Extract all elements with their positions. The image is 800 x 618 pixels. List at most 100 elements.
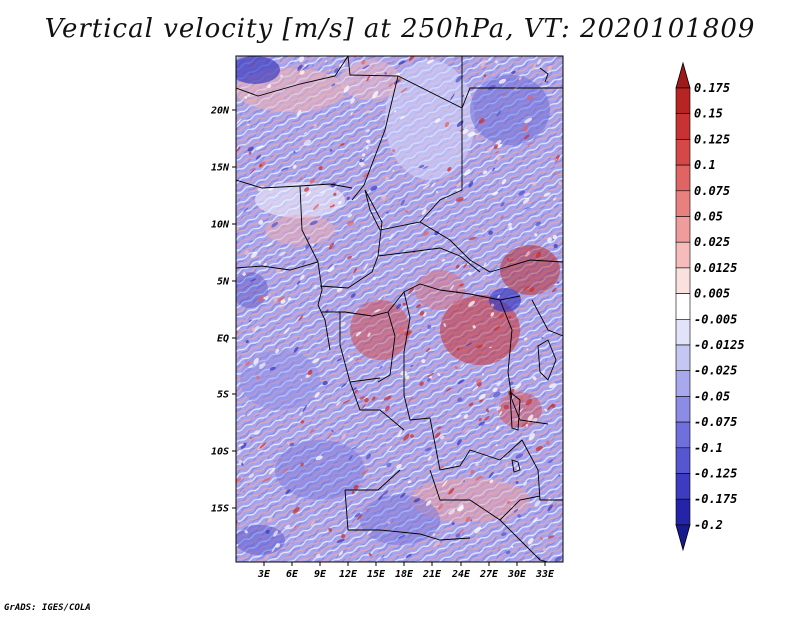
field-speckle [354, 512, 361, 518]
field-speckle [501, 532, 507, 536]
field-speckle [527, 95, 533, 101]
field-speckle [518, 76, 522, 81]
field-speckle [489, 346, 492, 349]
field-speckle [425, 347, 431, 353]
field-speckle [435, 190, 439, 194]
field-speckle [496, 156, 501, 161]
colorbar-segment [675, 241, 691, 269]
field-speckle [293, 150, 296, 154]
field-speckle [448, 487, 455, 495]
field-speckle [270, 155, 273, 158]
field-speckle [482, 276, 487, 281]
field-speckle [505, 463, 509, 468]
field-speckle [501, 178, 507, 185]
field-speckle [410, 434, 414, 438]
field-speckle [537, 58, 542, 65]
field-speckle [387, 521, 391, 525]
field-speckle [476, 344, 483, 349]
field-speckle [484, 415, 490, 421]
field-speckle [236, 478, 242, 483]
field-speckle [300, 420, 305, 424]
field-speckle [248, 319, 252, 323]
field-speckle [467, 131, 476, 137]
field-speckle [255, 154, 262, 160]
field-speckle [366, 75, 371, 82]
field-speckle [388, 82, 394, 87]
colorbar-segment [675, 293, 691, 320]
field-speckle [267, 293, 272, 298]
field-speckle [256, 375, 260, 380]
field-speckle [541, 336, 544, 340]
field-speckle [457, 379, 465, 385]
field-speckle [368, 552, 372, 557]
field-speckle [511, 545, 514, 549]
field-speckle [327, 266, 335, 273]
field-speckle [361, 153, 366, 157]
field-speckle [494, 325, 501, 331]
field-speckle [361, 59, 366, 65]
field-speckle [483, 74, 487, 77]
lat-tick-label: 15N [211, 163, 230, 174]
field-speckle [314, 391, 320, 398]
field-speckle [265, 322, 268, 326]
field-speckle [558, 474, 561, 477]
field-speckle [247, 479, 252, 483]
field-speckle [456, 506, 464, 512]
field-speckle [404, 210, 409, 214]
field-speckle [352, 387, 357, 391]
field-speckle [547, 237, 552, 243]
field-speckle [259, 364, 262, 367]
field-speckle [385, 405, 390, 412]
field-speckle [547, 504, 553, 512]
field-speckle [515, 481, 519, 484]
field-speckle [546, 80, 549, 84]
field-speckle [445, 387, 452, 392]
field-speckle [327, 263, 334, 270]
field-speckle [400, 492, 406, 498]
field-speckle [475, 378, 482, 384]
field-speckle [249, 168, 256, 175]
field-speckle [319, 190, 326, 194]
field-speckle [350, 112, 353, 116]
lon-tick-label: 15E [367, 569, 386, 580]
field-speckle [283, 327, 290, 334]
field-speckle [491, 303, 495, 307]
field-speckle [456, 181, 463, 187]
field-speckle [460, 363, 465, 368]
field-speckle [532, 517, 538, 523]
field-speckle [527, 537, 534, 545]
field-speckle [443, 323, 447, 327]
field-speckle [269, 366, 276, 371]
colorbar-level-label: -0.05 [694, 389, 730, 403]
field-speckle [501, 514, 507, 521]
field-speckle [427, 378, 431, 382]
field-speckle [403, 433, 410, 441]
colorbar-bottom-arrow [675, 524, 691, 552]
field-speckle [307, 369, 313, 376]
field-speckle [363, 262, 369, 271]
field-speckle [529, 287, 535, 292]
field-speckle [313, 123, 318, 128]
field-speckle [342, 399, 351, 404]
field-speckle [466, 124, 471, 129]
grads-credit: GrADS: IGES/COLA [4, 603, 91, 613]
field-speckle [556, 281, 560, 284]
field-speckle [236, 326, 241, 331]
field-speckle [347, 220, 355, 226]
field-speckle [361, 404, 366, 410]
field-speckle [284, 524, 291, 529]
field-speckle [334, 68, 339, 73]
field-speckle [462, 94, 465, 98]
field-speckle [311, 243, 315, 247]
field-speckle [492, 167, 496, 172]
field-speckle [528, 433, 535, 441]
field-speckle [488, 57, 491, 61]
field-speckle [247, 93, 251, 97]
field-speckle [299, 411, 303, 416]
field-speckle [366, 453, 372, 460]
colorbar-level-label: -0.2 [694, 518, 723, 532]
field-speckle [496, 380, 502, 387]
field-speckle [463, 414, 469, 419]
field-speckle [455, 533, 461, 538]
